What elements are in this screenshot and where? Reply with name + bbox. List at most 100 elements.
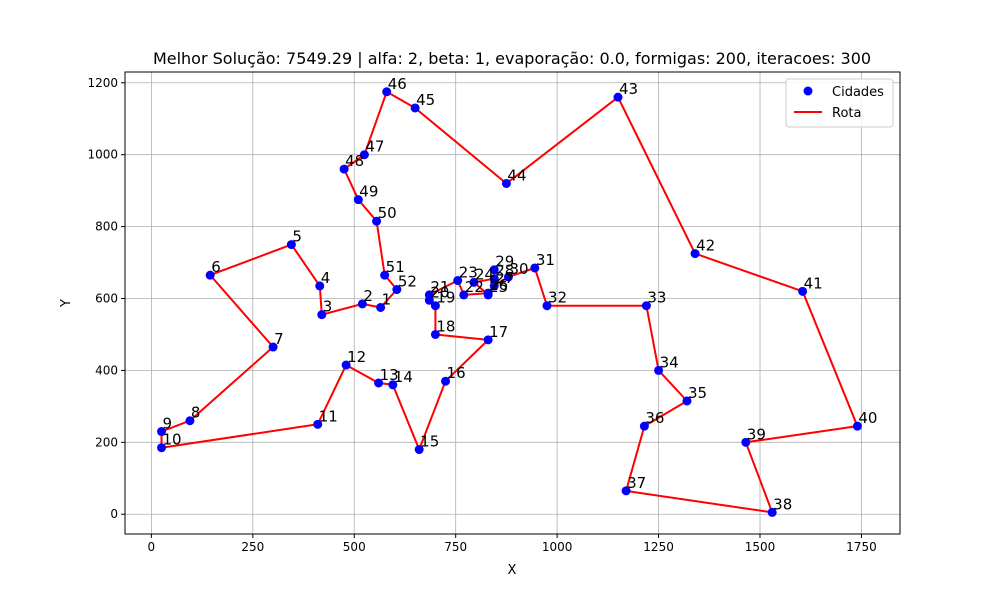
city-point-36 <box>639 421 649 431</box>
city-label-12: 12 <box>347 348 366 366</box>
city-label-19: 19 <box>436 289 455 307</box>
city-label-37: 37 <box>627 474 646 492</box>
city-label-1: 1 <box>382 290 392 308</box>
city-label-27: 27 <box>495 269 514 287</box>
city-label-50: 50 <box>378 204 397 222</box>
city-point-42 <box>690 249 700 259</box>
city-point-46 <box>382 87 392 97</box>
city-label-28: 28 <box>495 262 514 280</box>
city-label-2: 2 <box>363 287 373 305</box>
city-point-2 <box>357 299 367 309</box>
y-tick-label: 0 <box>110 507 118 521</box>
city-label-17: 17 <box>489 323 508 341</box>
city-point-52 <box>392 285 402 295</box>
x-tick-label: 1000 <box>542 540 573 554</box>
city-point-47 <box>359 150 369 160</box>
y-axis-ticks: 0 200 400 600 800 1000 1200 <box>87 76 125 521</box>
city-point-4 <box>315 281 325 291</box>
city-points <box>157 87 862 517</box>
city-point-30 <box>503 272 513 282</box>
y-tick-label: 600 <box>95 292 118 306</box>
city-point-12 <box>341 360 351 370</box>
city-label-48: 48 <box>345 152 364 170</box>
city-label-43: 43 <box>619 80 638 98</box>
y-tick-label: 800 <box>95 220 118 234</box>
city-point-27 <box>489 281 499 291</box>
city-point-39 <box>741 437 751 447</box>
city-label-10: 10 <box>163 431 182 449</box>
legend-marker-cidades <box>803 86 813 96</box>
city-point-37 <box>621 486 631 496</box>
city-point-43 <box>613 92 623 102</box>
city-label-41: 41 <box>804 274 823 292</box>
city-point-19 <box>430 301 440 311</box>
x-tick-label: 0 <box>148 540 156 554</box>
city-label-18: 18 <box>436 317 455 335</box>
city-point-31 <box>530 263 540 273</box>
city-label-21: 21 <box>430 278 449 296</box>
y-tick-label: 200 <box>95 435 118 449</box>
city-point-40 <box>852 421 862 431</box>
city-label-44: 44 <box>507 166 526 184</box>
city-label-31: 31 <box>536 251 555 269</box>
city-label-20: 20 <box>430 283 449 301</box>
city-point-1 <box>376 302 386 312</box>
city-point-5 <box>286 240 296 250</box>
city-point-24 <box>469 277 479 287</box>
city-point-17 <box>483 335 493 345</box>
x-tick-label: 500 <box>343 540 366 554</box>
legend-box <box>785 78 894 128</box>
city-point-32 <box>542 301 552 311</box>
y-tick-label: 1000 <box>87 148 118 162</box>
y-tick-label: 400 <box>95 363 118 377</box>
x-tick-label: 250 <box>241 540 264 554</box>
city-label-33: 33 <box>647 289 666 307</box>
city-point-8 <box>185 416 195 426</box>
x-axis-ticks: 0 250 500 750 1000 1250 1500 1750 <box>148 534 877 554</box>
city-label-35: 35 <box>688 384 707 402</box>
city-label-13: 13 <box>380 366 399 384</box>
city-label-15: 15 <box>420 433 439 451</box>
city-label-42: 42 <box>696 237 715 255</box>
city-label-24: 24 <box>475 265 494 283</box>
chart-title: Melhor Solução: 7549.29 | alfa: 2, beta:… <box>153 49 871 68</box>
city-point-26 <box>483 288 493 298</box>
city-label-38: 38 <box>773 495 792 513</box>
city-point-44 <box>501 178 511 188</box>
x-tick-label: 1500 <box>745 540 776 554</box>
city-point-16 <box>441 376 451 386</box>
city-label-16: 16 <box>447 364 466 382</box>
city-point-21 <box>424 290 434 300</box>
city-label-8: 8 <box>191 404 201 422</box>
city-label-4: 4 <box>321 269 331 287</box>
city-label-52: 52 <box>398 273 417 291</box>
grid <box>125 72 900 534</box>
city-point-38 <box>767 507 777 517</box>
city-point-11 <box>313 419 323 429</box>
city-point-6 <box>205 270 215 280</box>
city-point-7 <box>268 342 278 352</box>
city-label-36: 36 <box>645 409 664 427</box>
city-point-14 <box>388 380 398 390</box>
city-label-45: 45 <box>416 91 435 109</box>
city-label-11: 11 <box>319 407 338 425</box>
city-point-33 <box>641 301 651 311</box>
city-point-49 <box>353 195 363 205</box>
plot-frame <box>124 71 901 535</box>
city-label-26: 26 <box>489 276 508 294</box>
city-label-14: 14 <box>394 368 413 386</box>
city-point-22 <box>459 290 469 300</box>
city-point-29 <box>489 265 499 275</box>
city-label-51: 51 <box>386 258 405 276</box>
city-label-22: 22 <box>465 278 484 296</box>
city-point-50 <box>372 216 382 226</box>
city-point-35 <box>682 396 692 406</box>
legend-label-rota: Rota <box>832 106 861 121</box>
y-tick-label: 1200 <box>87 76 118 90</box>
city-label-6: 6 <box>211 258 221 276</box>
city-label-30: 30 <box>509 260 528 278</box>
city-label-32: 32 <box>548 289 567 307</box>
city-point-51 <box>380 270 390 280</box>
